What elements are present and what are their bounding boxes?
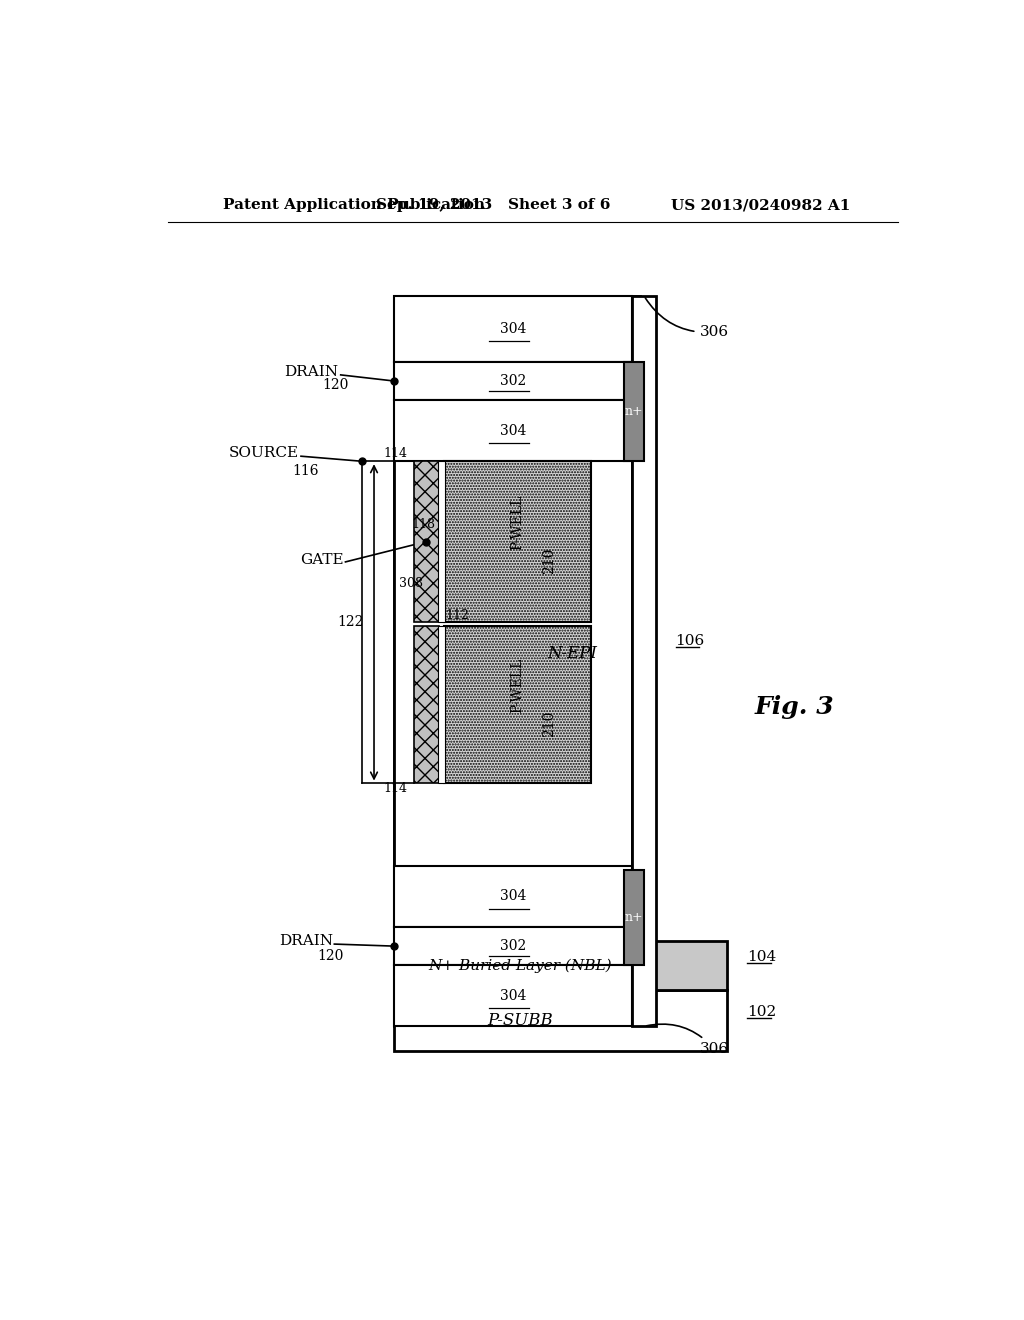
Text: N-EPI: N-EPI xyxy=(548,644,597,661)
Bar xyxy=(394,990,727,1051)
Text: 104: 104 xyxy=(748,950,776,965)
Text: 112: 112 xyxy=(445,610,469,622)
Bar xyxy=(437,461,445,622)
Bar xyxy=(394,296,640,1027)
Text: 122: 122 xyxy=(337,615,364,630)
Text: 120: 120 xyxy=(317,949,344,964)
Text: 302: 302 xyxy=(500,374,526,388)
Text: GATE: GATE xyxy=(300,553,344,566)
Text: 306: 306 xyxy=(645,298,728,339)
Text: n+: n+ xyxy=(625,911,643,924)
Text: Sep. 19, 2013   Sheet 3 of 6: Sep. 19, 2013 Sheet 3 of 6 xyxy=(376,198,610,213)
Text: Fig. 3: Fig. 3 xyxy=(755,696,835,719)
Bar xyxy=(443,626,591,784)
Text: P-WELL: P-WELL xyxy=(510,659,524,714)
Bar xyxy=(632,296,655,1027)
Bar xyxy=(624,870,644,965)
Text: DRAIN: DRAIN xyxy=(285,364,338,379)
Text: P-SUBB: P-SUBB xyxy=(487,1012,553,1028)
Text: 302: 302 xyxy=(500,939,526,953)
Bar xyxy=(394,965,632,1027)
Bar xyxy=(624,362,644,461)
Text: 304: 304 xyxy=(500,989,526,1003)
Text: 304: 304 xyxy=(500,890,526,903)
Bar xyxy=(394,296,632,362)
Bar xyxy=(394,941,727,990)
Text: 106: 106 xyxy=(676,634,705,648)
Bar xyxy=(414,461,439,622)
Bar xyxy=(414,626,439,784)
Bar xyxy=(394,400,632,461)
Text: 114: 114 xyxy=(383,446,408,459)
Text: 304: 304 xyxy=(500,424,526,438)
Bar xyxy=(394,866,632,927)
Text: 306: 306 xyxy=(646,1024,728,1056)
Text: DRAIN: DRAIN xyxy=(279,935,333,948)
Bar xyxy=(394,927,632,965)
Text: P-WELL: P-WELL xyxy=(510,495,524,550)
Bar xyxy=(394,362,632,400)
Text: 210: 210 xyxy=(542,710,556,737)
Bar xyxy=(394,342,632,941)
Text: 210: 210 xyxy=(542,548,556,574)
Text: 114: 114 xyxy=(383,781,408,795)
Text: 308: 308 xyxy=(399,577,423,590)
Text: 102: 102 xyxy=(748,1005,776,1019)
Bar xyxy=(443,461,591,622)
Text: SOURCE: SOURCE xyxy=(228,446,299,461)
Text: n+: n+ xyxy=(625,405,643,418)
Bar xyxy=(437,626,445,784)
Text: Patent Application Publication: Patent Application Publication xyxy=(223,198,485,213)
Text: US 2013/0240982 A1: US 2013/0240982 A1 xyxy=(671,198,850,213)
Text: 116: 116 xyxy=(292,465,318,478)
Text: 118: 118 xyxy=(412,517,435,531)
Text: 304: 304 xyxy=(500,322,526,335)
Text: 120: 120 xyxy=(323,378,348,392)
Text: N+ Buried Layer (NBL): N+ Buried Layer (NBL) xyxy=(429,958,612,973)
